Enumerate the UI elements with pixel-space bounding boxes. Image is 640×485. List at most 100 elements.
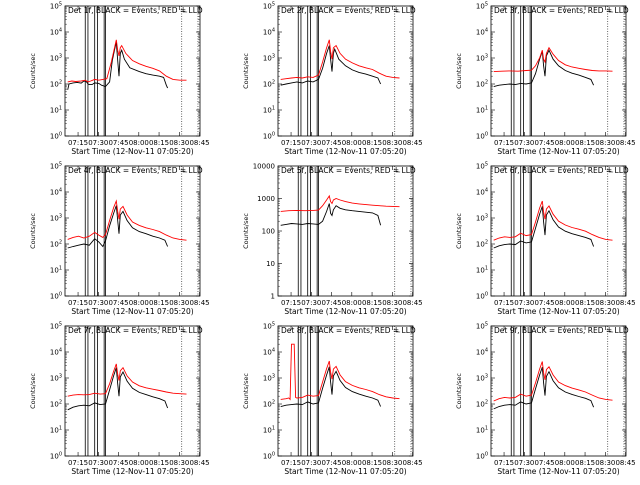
y-tick-label: 105 bbox=[50, 2, 62, 11]
x-axis-label: Start Time (12-Nov-11 07:05:20) bbox=[71, 307, 193, 316]
flag-mark bbox=[182, 167, 188, 173]
flag-mark bbox=[182, 7, 188, 13]
y-tick-label: 101 bbox=[476, 266, 488, 275]
x-tick-label: 08:15 bbox=[149, 459, 169, 467]
panel-title: Det 7f, BLACK = Events, RED = LLD bbox=[68, 326, 203, 335]
y-tick-label: 100 bbox=[263, 452, 275, 461]
plot-frame bbox=[277, 325, 414, 457]
y-axis-label: Counts/sec bbox=[29, 213, 37, 249]
panel-title: Det 1f, BLACK = Events, RED = LLD bbox=[68, 6, 203, 15]
y-tick-label: 100 bbox=[50, 292, 62, 301]
y-tick-label: 104 bbox=[263, 348, 275, 357]
y-tick-label: 102 bbox=[50, 80, 62, 89]
y-tick-label: 105 bbox=[50, 162, 62, 171]
y-tick-label: 101 bbox=[476, 426, 488, 435]
x-tick-label: 07:30 bbox=[88, 459, 108, 467]
x-tick-label: 08:15 bbox=[149, 139, 169, 147]
panel-title: Det 4f, BLACK = Events, RED = LLD bbox=[68, 166, 203, 175]
panel-title: Det 9f, BLACK = Events, RED = LLD bbox=[494, 326, 629, 335]
flag-mark bbox=[608, 7, 614, 13]
y-tick-label: 103 bbox=[50, 214, 62, 223]
x-tick-label: 08:00 bbox=[342, 139, 362, 147]
y-tick-label: 101 bbox=[476, 106, 488, 115]
x-tick-label: 07:30 bbox=[88, 299, 108, 307]
y-axis-label: Counts/sec bbox=[455, 53, 463, 89]
x-tick-label: 07:45 bbox=[534, 139, 554, 147]
y-tick-label: 101 bbox=[50, 106, 62, 115]
y-tick-label: 102 bbox=[476, 80, 488, 89]
events-curve bbox=[493, 206, 595, 249]
x-tick-label: 07:30 bbox=[514, 139, 534, 147]
x-tick-label: 08:45 bbox=[402, 299, 422, 307]
y-tick-label: 100 bbox=[50, 452, 62, 461]
panel-det-5: 1 10 100 1000 10000 07:15 07:30 07:45 08:00 08:15… bbox=[242, 163, 423, 317]
flag-mark bbox=[608, 327, 614, 333]
y-axis-label: Counts/sec bbox=[242, 53, 250, 89]
lld-curve bbox=[67, 199, 187, 241]
lld-curve bbox=[280, 194, 400, 212]
x-tick-label: 07:30 bbox=[514, 459, 534, 467]
plot-frame bbox=[277, 5, 414, 137]
plot-frame bbox=[64, 325, 201, 457]
x-tick-label: 07:15 bbox=[68, 299, 88, 307]
x-tick-label: 08:15 bbox=[149, 299, 169, 307]
x-tick-label: 08:00 bbox=[555, 299, 575, 307]
x-tick-label: 08:00 bbox=[555, 139, 575, 147]
y-tick-label: 1000 bbox=[257, 195, 275, 203]
y-tick-label: 105 bbox=[476, 162, 488, 171]
y-tick-label: 105 bbox=[50, 322, 62, 331]
x-tick-label: 07:30 bbox=[301, 459, 321, 467]
x-tick-label: 08:30 bbox=[382, 139, 402, 147]
y-tick-label: 100 bbox=[476, 452, 488, 461]
y-tick-label: 104 bbox=[263, 28, 275, 37]
y-axis-label: Counts/sec bbox=[29, 53, 37, 89]
x-axis-label: Start Time (12-Nov-11 07:05:20) bbox=[497, 467, 619, 476]
x-tick-label: 07:45 bbox=[321, 299, 341, 307]
x-tick-label: 08:00 bbox=[129, 139, 149, 147]
y-axis-label: Counts/sec bbox=[455, 373, 463, 409]
plot-frame bbox=[490, 325, 627, 457]
x-tick-label: 07:45 bbox=[108, 299, 128, 307]
lld-curve bbox=[67, 39, 187, 83]
x-tick-label: 07:15 bbox=[68, 459, 88, 467]
y-tick-label: 101 bbox=[263, 426, 275, 435]
lld-curve bbox=[67, 363, 187, 397]
x-tick-label: 08:00 bbox=[129, 299, 149, 307]
y-tick-label: 103 bbox=[50, 54, 62, 63]
panel-title: Det 5f, BLACK = Events, RED = LLD bbox=[281, 166, 416, 175]
x-tick-label: 08:30 bbox=[382, 459, 402, 467]
y-axis-label: Counts/sec bbox=[29, 373, 37, 409]
y-tick-label: 102 bbox=[263, 80, 275, 89]
x-tick-label: 08:45 bbox=[615, 299, 635, 307]
lld-curve bbox=[493, 46, 613, 73]
events-curve bbox=[67, 367, 169, 411]
x-tick-label: 08:15 bbox=[575, 139, 595, 147]
x-tick-label: 07:45 bbox=[108, 139, 128, 147]
y-tick-label: 104 bbox=[476, 28, 488, 37]
plot-frame bbox=[490, 165, 627, 297]
x-tick-label: 08:45 bbox=[402, 459, 422, 467]
y-tick-label: 103 bbox=[476, 214, 488, 223]
x-tick-label: 08:30 bbox=[595, 139, 615, 147]
y-tick-label: 101 bbox=[263, 106, 275, 115]
x-tick-label: 08:15 bbox=[575, 459, 595, 467]
events-curve bbox=[493, 49, 595, 87]
lld-curve bbox=[493, 361, 613, 402]
x-tick-label: 07:15 bbox=[281, 299, 301, 307]
y-axis-label: Counts/sec bbox=[242, 373, 250, 409]
x-tick-label: 08:00 bbox=[555, 459, 575, 467]
x-axis-label: Start Time (12-Nov-11 07:05:20) bbox=[71, 147, 193, 156]
y-tick-label: 105 bbox=[476, 2, 488, 11]
events-curve bbox=[280, 45, 382, 86]
x-tick-label: 08:45 bbox=[615, 459, 635, 467]
x-tick-label: 08:45 bbox=[615, 139, 635, 147]
x-tick-label: 07:15 bbox=[281, 139, 301, 147]
events-curve bbox=[67, 42, 169, 90]
y-tick-label: 104 bbox=[476, 188, 488, 197]
x-tick-label: 07:15 bbox=[68, 139, 88, 147]
y-tick-label: 100 bbox=[476, 292, 488, 301]
